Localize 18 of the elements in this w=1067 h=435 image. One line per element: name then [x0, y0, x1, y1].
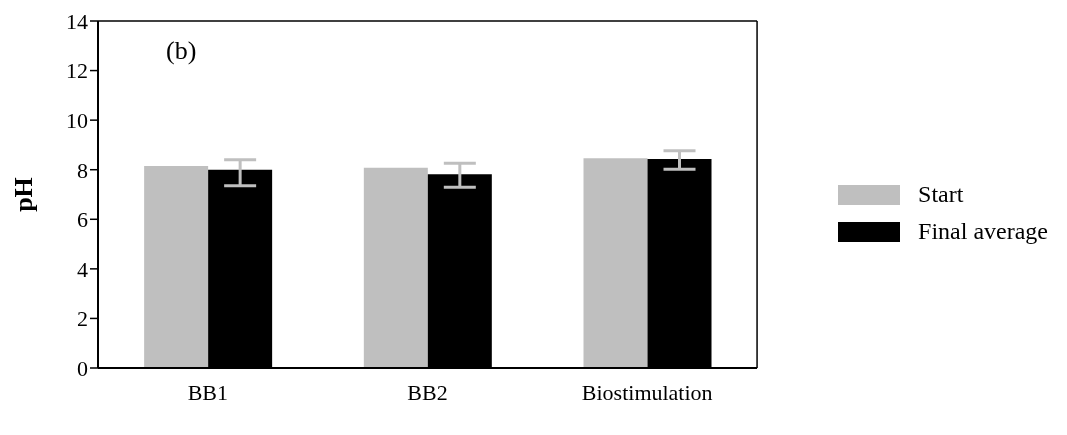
x-tick-label: Biostimulation	[581, 379, 713, 405]
y-tick-label: 4	[77, 256, 88, 282]
y-axis-title: pH	[9, 177, 39, 212]
bar	[363, 167, 428, 368]
legend-label: Start	[918, 181, 964, 208]
y-tick-label: 10	[66, 107, 88, 133]
x-tick-label: BB1	[187, 379, 229, 405]
y-tick-label: 8	[77, 157, 88, 183]
legend-label: Final average	[918, 218, 1048, 245]
y-tick-label: 2	[77, 306, 88, 332]
annotation: (b)	[166, 36, 197, 66]
bar	[144, 166, 209, 368]
y-tick-label: 14	[66, 8, 88, 34]
y-tick-label: 12	[66, 58, 88, 84]
bar	[583, 158, 648, 368]
y-tick-label: 6	[77, 207, 88, 233]
x-tick-label: BB2	[407, 379, 448, 405]
y-tick-label: 0	[77, 355, 88, 381]
